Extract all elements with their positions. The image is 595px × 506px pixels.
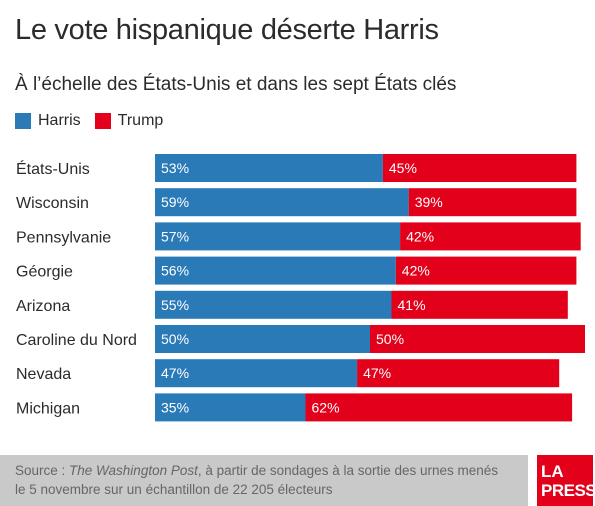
data-label-harris: 59%: [161, 194, 189, 210]
data-label-harris: 50%: [161, 331, 189, 347]
legend-item-trump: Trump: [94, 112, 164, 130]
logo-line-2: PRESSE: [541, 480, 595, 500]
legend-label-harris: Harris: [38, 112, 81, 129]
source-footer: Source : The Washington Post, à partir d…: [0, 455, 528, 506]
source-line-1: Source : The Washington Post, à partir d…: [15, 461, 528, 480]
legend-swatch-harris: [15, 113, 31, 129]
bar-trump: [305, 393, 573, 422]
la-presse-logo: LA PRESSE: [537, 455, 595, 506]
bar-trump: [400, 222, 581, 251]
bar-harris: [155, 290, 392, 319]
data-label-harris: 47%: [161, 365, 189, 381]
bar-harris: [155, 393, 306, 422]
data-label-harris: 57%: [161, 228, 189, 244]
data-label-harris: 55%: [161, 297, 189, 313]
bar-harris: [155, 154, 383, 182]
category-label: États-Unis: [16, 159, 90, 178]
data-label-trump: 41%: [398, 297, 426, 313]
legend-item-harris: Harris: [15, 112, 81, 130]
category-label: Géorgie: [16, 264, 73, 281]
data-label-harris: 56%: [161, 263, 189, 279]
legend-label-trump: Trump: [117, 112, 164, 129]
category-label: Wisconsin: [16, 195, 89, 212]
source-line-2: le 5 novembre sur un échantillon de 22 2…: [15, 482, 333, 497]
data-label-trump: 50%: [376, 331, 404, 347]
category-label: Arizona: [16, 298, 70, 315]
data-label-trump: 62%: [312, 399, 340, 415]
chart-subtitle: À l’échelle des États-Unis et dans les s…: [15, 74, 457, 95]
bar-trump: [391, 290, 568, 319]
legend: Harris Trump: [15, 112, 177, 130]
category-label: Pennsylvanie: [16, 229, 111, 246]
stacked-bar-chart: États-Unis 53% 45% Wisconsin 59% 39% Pennsylva…: [16, 154, 585, 422]
bar-harris: [155, 325, 370, 353]
category-label: Michigan: [16, 400, 80, 417]
bar-harris: [155, 222, 401, 251]
category-label: Caroline du Nord: [16, 332, 137, 349]
bar-harris: [155, 359, 358, 388]
source-prefix: Source :: [15, 463, 70, 478]
source-line-1-rest: , à partir de sondages à la sortie des u…: [197, 463, 499, 478]
chart-title: Le vote hispanique déserte Harris: [15, 14, 439, 46]
data-label-trump: 42%: [402, 263, 430, 279]
data-label-harris: 35%: [161, 399, 189, 415]
bar-trump: [395, 256, 577, 285]
logo-line-1: LA: [541, 461, 564, 481]
data-label-harris: 53%: [161, 160, 189, 176]
data-label-trump: 45%: [389, 160, 417, 176]
legend-swatch-trump: [94, 113, 111, 129]
source-title: The Washington Post: [69, 463, 198, 478]
bar-harris: [155, 256, 396, 285]
bar-trump: [357, 359, 560, 388]
bar-harris: [155, 188, 409, 217]
bar-trump: [382, 154, 577, 182]
category-label: Nevada: [16, 366, 71, 383]
data-label-trump: 47%: [363, 365, 391, 381]
bar-trump: [408, 188, 577, 217]
data-label-trump: 42%: [406, 228, 434, 244]
data-label-trump: 39%: [415, 194, 443, 210]
bar-trump: [370, 325, 585, 353]
